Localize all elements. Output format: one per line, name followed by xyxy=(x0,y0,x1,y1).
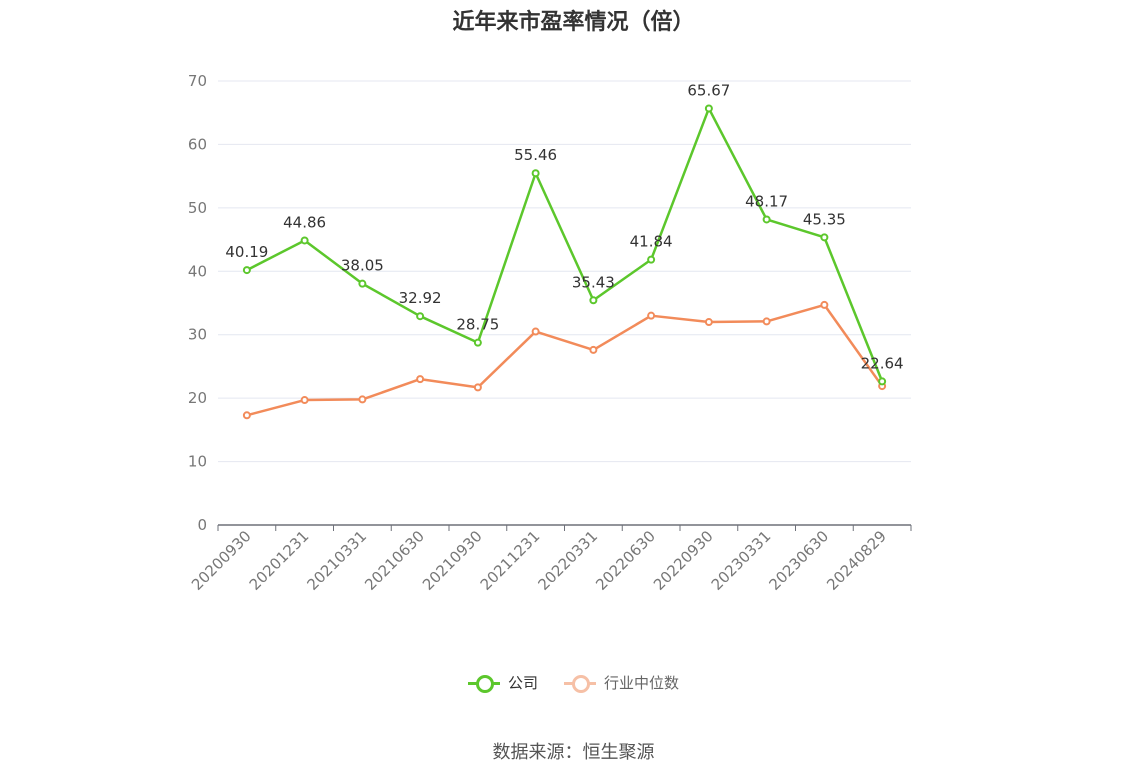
industry-point xyxy=(820,300,829,309)
company-value-label: 32.92 xyxy=(399,289,442,307)
series-layer xyxy=(242,104,887,420)
y-tick-label: 60 xyxy=(188,135,207,153)
industry-point xyxy=(242,411,251,420)
industry-point xyxy=(589,345,598,354)
legend-marker-company-icon xyxy=(467,674,500,693)
industry-point xyxy=(416,375,425,384)
company-value-label: 35.43 xyxy=(572,273,615,291)
x-tick-label: 20200930 xyxy=(188,527,255,594)
x-tick-label: 20220630 xyxy=(592,527,659,594)
industry-point xyxy=(473,383,482,392)
x-tick-label: 20230331 xyxy=(708,527,775,594)
company-point xyxy=(473,338,482,347)
y-tick-label: 70 xyxy=(188,72,207,90)
company-line xyxy=(246,107,884,382)
x-tick-label: 20210930 xyxy=(419,527,486,594)
x-tick-label: 20210331 xyxy=(303,527,370,594)
y-axis-ticks: 0 10 20 30 40 50 60 70 xyxy=(188,72,207,534)
company-point xyxy=(589,296,598,305)
company-point xyxy=(358,279,367,288)
industry-point xyxy=(300,396,309,405)
industry-point xyxy=(647,311,656,320)
company-point xyxy=(242,266,251,275)
industry-line xyxy=(246,303,884,417)
industry-point xyxy=(762,317,771,326)
company-value-label: 41.84 xyxy=(630,233,673,251)
company-value-label: 40.19 xyxy=(225,243,268,261)
company-point xyxy=(647,255,656,264)
company-value-label: 65.67 xyxy=(687,81,730,99)
y-tick-label: 10 xyxy=(188,453,207,471)
company-point xyxy=(531,169,540,178)
x-tick-label: 20220331 xyxy=(534,527,601,594)
legend: 公司 行业中位数 xyxy=(0,672,1147,693)
industry-point xyxy=(358,395,367,404)
company-point xyxy=(704,104,713,113)
industry-point xyxy=(704,318,713,327)
legend-label-industry: 行业中位数 xyxy=(604,674,680,692)
company-value-label: 55.46 xyxy=(514,146,557,164)
y-tick-label: 30 xyxy=(188,326,207,344)
x-tick-label: 20211231 xyxy=(477,527,544,594)
x-tick-label: 20220930 xyxy=(650,527,717,594)
company-point xyxy=(416,312,425,321)
company-value-label: 48.17 xyxy=(745,192,788,210)
legend-item-company[interactable]: 公司 xyxy=(467,672,538,693)
chart-title: 近年来市盈率情况（倍） xyxy=(452,10,695,35)
x-axis: 2020093020201231202103312021063020210930… xyxy=(188,524,912,594)
x-tick-label: 20210630 xyxy=(361,527,428,594)
y-tick-label: 40 xyxy=(188,262,207,280)
x-tick-label: 20201231 xyxy=(246,527,313,594)
x-tick-label: 20240829 xyxy=(823,527,890,594)
x-tick-label: 20230630 xyxy=(765,527,832,594)
company-point xyxy=(878,377,887,386)
company-point xyxy=(300,236,309,245)
company-value-label: 28.75 xyxy=(456,316,499,334)
y-tick-label: 0 xyxy=(197,516,207,534)
data-source: 数据来源：恒生聚源 xyxy=(492,742,655,763)
grid-lines xyxy=(218,80,911,463)
y-tick-label: 50 xyxy=(188,199,207,217)
company-value-label: 38.05 xyxy=(341,257,384,275)
data-labels: 40.19 44.86 38.05 32.92 28.75 55.46 35.43 41.84… xyxy=(225,81,903,372)
y-tick-label: 20 xyxy=(188,389,207,407)
company-value-label: 44.86 xyxy=(283,213,326,231)
legend-item-industry[interactable]: 行业中位数 xyxy=(564,672,679,693)
legend-label-company: 公司 xyxy=(507,674,538,692)
company-value-label: 22.64 xyxy=(861,354,904,372)
company-point xyxy=(820,233,829,242)
company-value-label: 45.35 xyxy=(803,210,846,228)
legend-marker-industry-icon xyxy=(564,674,596,693)
industry-point xyxy=(531,327,540,336)
company-point xyxy=(762,215,771,224)
